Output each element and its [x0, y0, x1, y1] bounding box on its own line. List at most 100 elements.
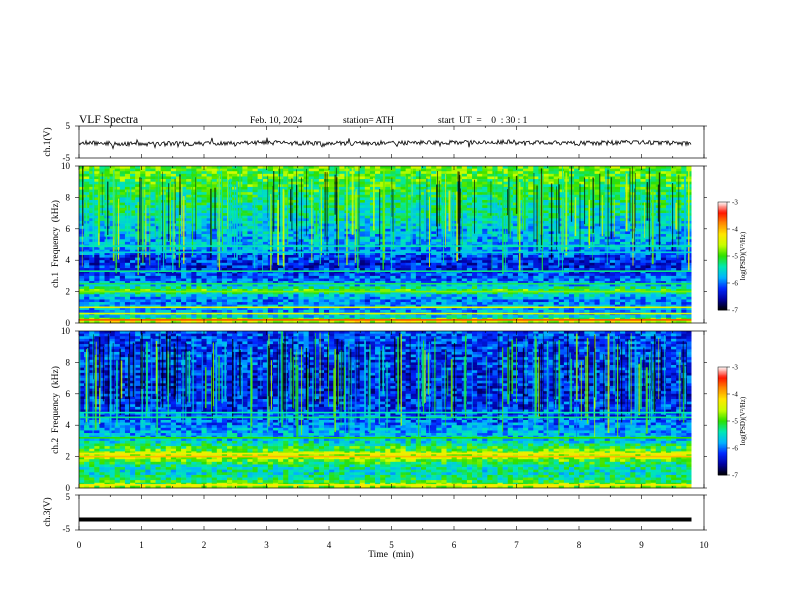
spectrogram-cell [79, 236, 85, 240]
spectrogram-cell [221, 254, 228, 258]
spectrogram-cell [671, 268, 677, 271]
spectrogram-cell [252, 192, 258, 196]
spectrogram-cell [625, 254, 631, 258]
spectrogram-cell [109, 181, 116, 185]
spectrogram-cell [584, 197, 590, 201]
spectrogram-cell [584, 241, 590, 245]
spectrogram-cell [272, 247, 279, 251]
spectrogram-cell [482, 236, 488, 240]
spectrogram-cell [385, 176, 391, 180]
spectrogram-cell [420, 205, 427, 209]
spectrogram-cell [461, 260, 468, 264]
spectrogram-cell [558, 176, 565, 180]
spectrogram-cell [620, 262, 626, 266]
spectrogram-cell [533, 254, 539, 258]
spectrogram-cell [614, 247, 621, 251]
spectrogram-cell [645, 173, 651, 177]
spectrogram-cell [191, 231, 197, 235]
spectrogram-cell [170, 268, 177, 271]
spectrogram-cell [451, 189, 457, 193]
spectrogram-cell [84, 247, 90, 251]
spectrogram-cell [150, 168, 156, 172]
spectrogram-cell [660, 262, 667, 266]
spectrogram-cell [681, 184, 687, 188]
spectrogram-cell [620, 260, 626, 264]
spectrogram-cell [232, 262, 238, 266]
ch1-waveform-trace [78, 137, 692, 150]
spectrogram-cell [671, 247, 677, 251]
spectrogram-cell [339, 202, 345, 206]
spectrogram-cell [497, 257, 503, 261]
spectrogram-cell [165, 247, 172, 251]
spectrogram-cell [145, 218, 151, 222]
spectrogram-cell [681, 173, 687, 177]
spectrogram-cell [227, 210, 233, 214]
spectrogram-cell [359, 268, 366, 271]
spectrogram-cell [528, 265, 534, 269]
spectrogram-cell [477, 268, 483, 271]
spectrogram-cell [170, 257, 177, 261]
spectrogram-cell [395, 252, 401, 256]
spectrogram-cell [543, 168, 549, 172]
spectrogram-cell [630, 176, 636, 180]
spectrogram-cell [665, 215, 672, 219]
spectrogram-cell [660, 239, 667, 243]
spectrogram-cell [339, 192, 345, 196]
spectrogram-cell [201, 236, 207, 240]
spectrogram-cell [594, 270, 600, 274]
spectrogram-cell [318, 179, 325, 182]
spectrogram-cell [288, 249, 294, 253]
spectrogram-cell [466, 260, 473, 264]
spectrogram-cell [359, 210, 366, 214]
spectrogram-cell [436, 166, 442, 169]
spectrogram-cell [170, 186, 177, 190]
spectrogram-cell [517, 262, 524, 266]
spectrogram-cell [354, 171, 361, 175]
spectrogram-cell [517, 268, 524, 271]
spectrogram-cell [150, 176, 156, 180]
spectrogram-cell [221, 215, 228, 219]
spectrogram-cell [130, 236, 136, 240]
spectrogram-cell [415, 239, 422, 243]
spectrogram-cell [665, 223, 672, 227]
start-time-label: start UT = 0 : 30 : 1 [438, 116, 528, 126]
spectrogram-cell [247, 254, 253, 258]
spectrogram-cell [461, 215, 468, 219]
spectrogram-cell [114, 241, 121, 245]
spectrogram-cell [671, 270, 677, 274]
spectrogram-cell [558, 268, 565, 271]
spectrogram-cell [395, 181, 401, 185]
spectrogram-cell [196, 184, 202, 188]
spectrogram-cell [487, 200, 493, 203]
spectrogram-cell [660, 205, 667, 209]
spectrogram-cell [252, 260, 258, 264]
spectrogram-cell [420, 194, 427, 198]
spectrogram-cell [99, 265, 105, 269]
spectrogram-cell [604, 173, 611, 177]
spectrogram-cell [410, 257, 417, 261]
spectrogram-cell [558, 179, 565, 182]
spectrogram-cell [89, 207, 95, 211]
spectrogram-cell [242, 168, 248, 172]
spectrogram-cell [523, 192, 529, 196]
spectrogram-cell [364, 249, 371, 253]
spectrogram-cell [431, 270, 437, 274]
spectrogram-cell [517, 223, 524, 227]
spectrogram-cell [426, 268, 432, 271]
spectrogram-cell [441, 252, 447, 256]
spectrogram-cell [272, 239, 279, 243]
spectrogram-cell [89, 254, 95, 258]
spectrogram-cell [272, 249, 279, 253]
spectrogram-cell [645, 220, 651, 224]
spectrogram-cell [676, 247, 682, 251]
spectrogram-cell [446, 265, 452, 269]
spectrogram-cell [170, 262, 177, 266]
spectrogram-cell [99, 241, 105, 245]
spectrogram-cell [191, 184, 197, 188]
spectrogram-cell [579, 218, 585, 222]
spectrogram-cell [313, 166, 320, 169]
spectrogram-cell [104, 236, 110, 240]
spectrogram-cell [625, 210, 631, 214]
spectrogram-cell [466, 220, 473, 224]
spectrogram-cell [579, 252, 585, 256]
